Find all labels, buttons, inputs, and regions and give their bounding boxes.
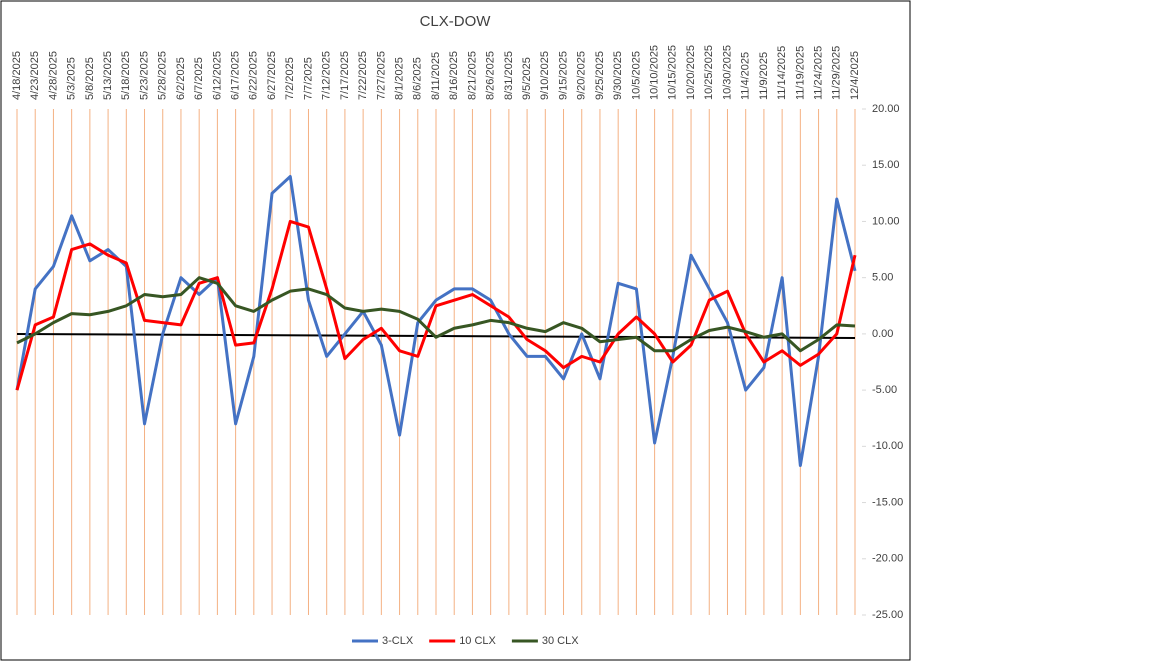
x-tick-label: 7/12/2025 xyxy=(321,51,333,100)
x-tick-label: 5/28/2025 xyxy=(157,51,169,100)
x-tick-label: 8/31/2025 xyxy=(503,51,515,100)
y-tick-label: 15.00 xyxy=(872,159,900,171)
x-tick-label: 8/21/2025 xyxy=(466,51,478,100)
y-tick-label: -5.00 xyxy=(872,384,897,396)
x-tick-label: 7/27/2025 xyxy=(375,51,387,100)
x-tick-label: 4/28/2025 xyxy=(47,51,59,100)
x-tick-label: 5/23/2025 xyxy=(138,51,150,100)
legend-label: 10 CLX xyxy=(459,635,496,647)
y-tick-label: -20.00 xyxy=(872,553,903,565)
x-tick-label: 10/10/2025 xyxy=(649,45,661,100)
x-tick-label: 8/16/2025 xyxy=(448,51,460,100)
x-tick-label: 8/1/2025 xyxy=(393,57,405,100)
y-tick-label: -15.00 xyxy=(872,496,903,508)
y-tick-label: 5.00 xyxy=(872,272,893,284)
x-tick-label: 4/18/2025 xyxy=(11,51,23,100)
x-tick-label: 7/2/2025 xyxy=(284,57,296,100)
legend-label: 30 CLX xyxy=(542,635,579,647)
y-tick-label: 10.00 xyxy=(872,215,900,227)
x-tick-label: 9/20/2025 xyxy=(576,51,588,100)
chart-frame xyxy=(0,0,911,661)
y-tick-label: -10.00 xyxy=(872,440,903,452)
x-tick-label: 7/17/2025 xyxy=(339,51,351,100)
legend-label: 3-CLX xyxy=(382,635,414,647)
x-tick-label: 11/9/2025 xyxy=(758,52,770,100)
x-tick-label: 11/4/2025 xyxy=(740,52,752,100)
x-tick-label: 10/15/2025 xyxy=(667,45,679,100)
x-tick-label: 7/7/2025 xyxy=(302,57,314,100)
y-tick-label: 20.00 xyxy=(872,103,900,115)
x-tick-label: 11/19/2025 xyxy=(794,46,806,100)
y-tick-label: 0.00 xyxy=(872,328,893,340)
x-tick-label: 7/22/2025 xyxy=(357,51,369,100)
x-tick-label: 11/24/2025 xyxy=(812,46,824,100)
x-tick-label: 10/25/2025 xyxy=(703,45,715,100)
x-tick-label: 5/3/2025 xyxy=(66,57,78,100)
x-tick-label: 6/22/2025 xyxy=(248,51,260,100)
series-line xyxy=(15,219,857,391)
series-line xyxy=(16,276,856,353)
x-tick-label: 8/11/2025 xyxy=(430,52,442,100)
x-tick-label: 10/20/2025 xyxy=(685,45,697,100)
x-tick-label: 9/15/2025 xyxy=(557,51,569,100)
y-tick-label: -25.00 xyxy=(872,609,903,621)
x-tick-label: 11/14/2025 xyxy=(776,46,788,100)
x-tick-label: 9/25/2025 xyxy=(594,51,606,100)
series-line xyxy=(15,174,857,467)
x-tick-label: 10/5/2025 xyxy=(630,51,642,100)
x-tick-label: 6/2/2025 xyxy=(175,57,187,100)
x-tick-label: 5/18/2025 xyxy=(120,51,132,100)
x-tick-label: 12/4/2025 xyxy=(849,51,861,100)
x-tick-label: 9/30/2025 xyxy=(612,51,624,100)
x-tick-label: 11/29/2025 xyxy=(831,46,843,100)
x-tick-label: 6/27/2025 xyxy=(266,51,278,100)
chart-title: CLX-DOW xyxy=(420,13,492,30)
x-tick-label: 10/30/2025 xyxy=(721,45,733,100)
x-tick-label: 6/12/2025 xyxy=(211,51,223,100)
x-tick-label: 8/6/2025 xyxy=(412,57,424,100)
x-tick-label: 6/7/2025 xyxy=(193,57,205,100)
x-tick-label: 5/8/2025 xyxy=(84,57,96,100)
x-tick-label: 8/26/2025 xyxy=(485,51,497,100)
x-tick-label: 9/5/2025 xyxy=(521,57,533,100)
x-tick-label: 4/23/2025 xyxy=(29,51,41,100)
x-tick-label: 6/17/2025 xyxy=(230,51,242,100)
x-tick-label: 5/13/2025 xyxy=(102,51,114,100)
x-tick-label: 9/10/2025 xyxy=(539,51,551,100)
